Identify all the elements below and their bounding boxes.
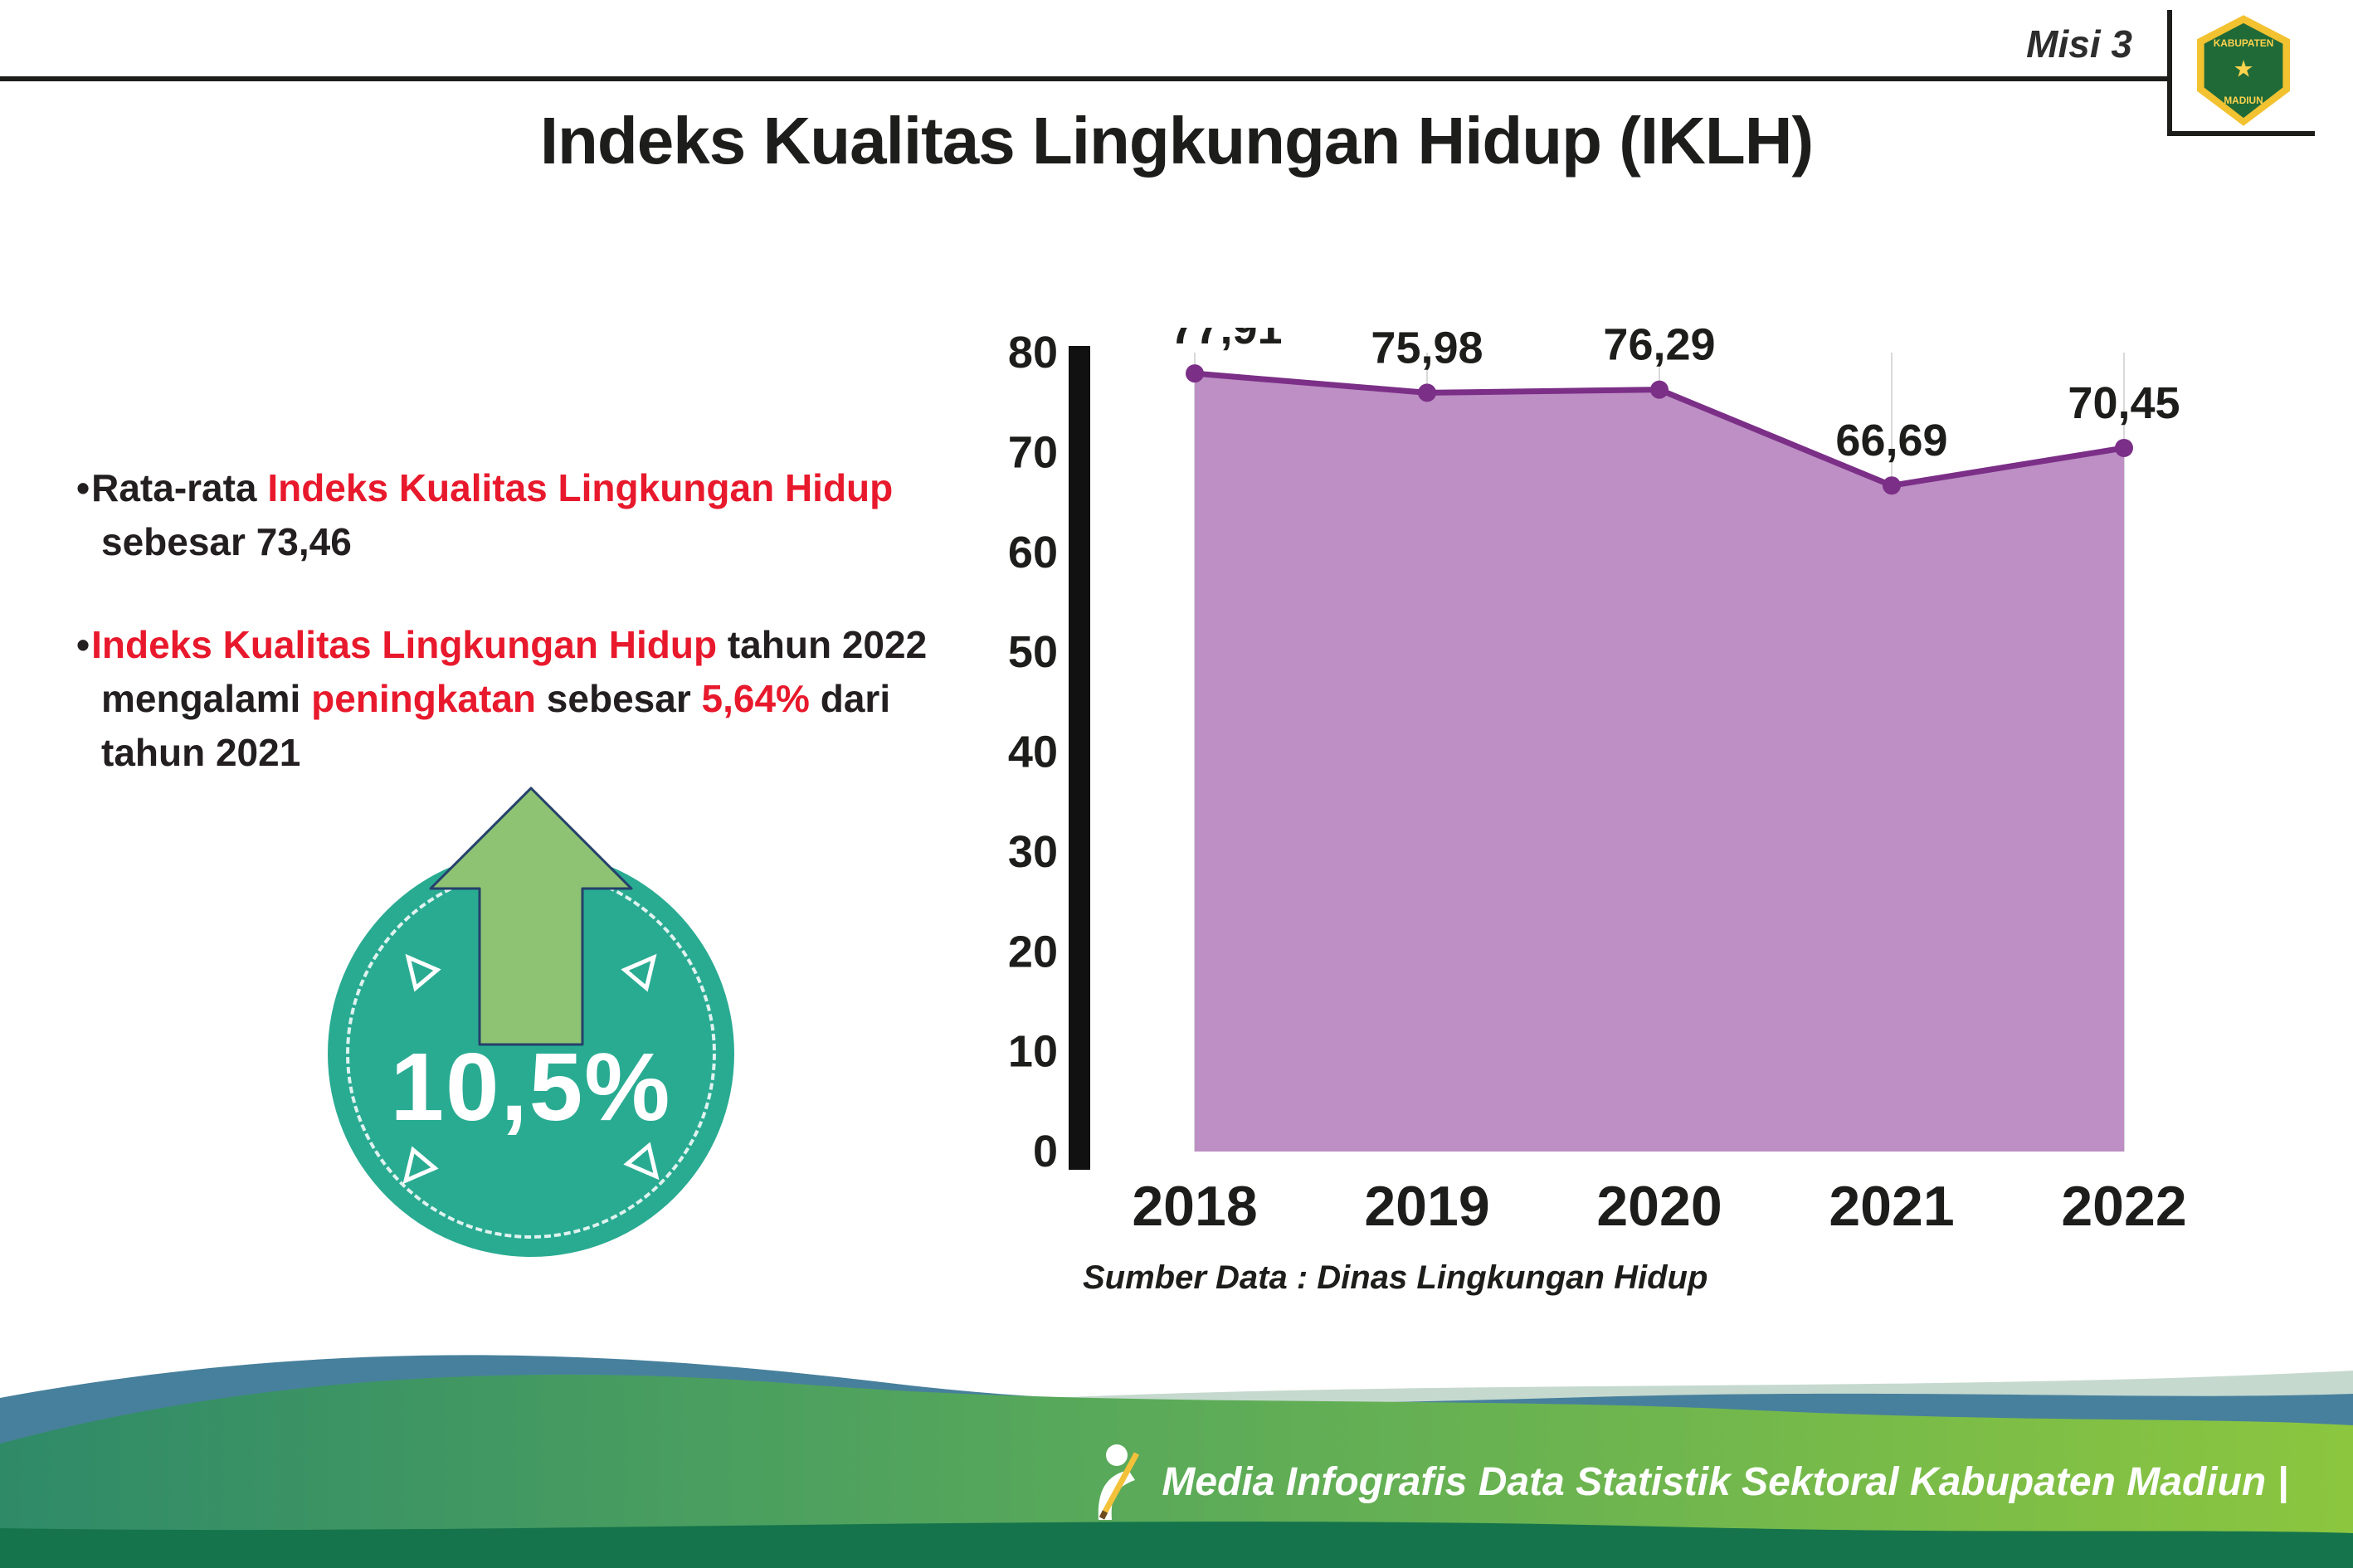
- chart-point: [1418, 383, 1436, 402]
- increase-percentage: 10,5%: [390, 1033, 672, 1141]
- bullet-text-segment: 5,64%: [701, 676, 810, 720]
- chart-point: [1650, 380, 1669, 399]
- chart-xtick-label: 2020: [1596, 1175, 1722, 1238]
- iklh-chart: 0 10 20 30 40 50 60 70 80 77,91 75,98 76,29 66,69 70,…: [1008, 328, 2187, 1238]
- bullet-text-segment: dari tahun 2021: [101, 676, 891, 775]
- chart-ytick-label: 50: [1008, 627, 1058, 677]
- badge-triangle-icon: [621, 953, 657, 992]
- chart-ytick-label: 10: [1008, 1027, 1058, 1077]
- mascot-head: [1106, 1444, 1128, 1466]
- footer-wave: [0, 1355, 2353, 1568]
- chart-point: [1883, 476, 1901, 495]
- bullet-item: •Rata-rata Indeks Kualitas Lingkungan Hi…: [76, 461, 952, 570]
- chart-y-axis: [1069, 346, 1090, 1170]
- bullet-text-segment: Indeks Kualitas Lingkungan Hidup: [91, 622, 718, 666]
- mascot-icon: [1099, 1444, 1140, 1520]
- misi-label: Misi 3: [2026, 22, 2132, 66]
- bullet-list: •Rata-rata Indeks Kualitas Lingkungan Hi…: [76, 461, 952, 829]
- mascot-pencil: [1103, 1452, 1140, 1513]
- chart-area: [1195, 373, 2124, 1152]
- footer-caption: Media Infografis Data Statistik Sektoral…: [1085, 1442, 2288, 1522]
- chart-ytick-label: 60: [1008, 528, 1058, 577]
- chart-ytick-label: 30: [1008, 827, 1058, 877]
- chart-value-label: 76,29: [1603, 328, 1715, 370]
- chart-ytick-label: 70: [1008, 427, 1058, 477]
- chart-xtick-label: 2022: [2061, 1175, 2186, 1238]
- footer-wave-green: [0, 1374, 2353, 1568]
- logo-frame: KABUPATEN ★ MADIUN: [2167, 10, 2315, 136]
- logo-bottom-text: MADIUN: [2224, 95, 2263, 106]
- bullet-marker: •: [76, 466, 90, 509]
- chart-point: [2115, 438, 2133, 457]
- chart-value-label: 75,98: [1371, 328, 1483, 373]
- chart-ytick-label: 0: [1033, 1127, 1058, 1176]
- chart-xtick-label: 2018: [1132, 1175, 1257, 1238]
- chart-ytick-label: 80: [1008, 328, 1058, 377]
- bullet-item: •Indeks Kualitas Lingkungan Hidup tahun …: [76, 618, 952, 781]
- logo-top-text: KABUPATEN: [2214, 37, 2274, 49]
- badge-triangle-icon: [623, 1142, 660, 1181]
- chart-ytick-label: 20: [1008, 927, 1058, 976]
- badge-triangle-icon: [402, 1146, 439, 1185]
- badge-triangle-icon: [405, 953, 441, 992]
- chart-value-label: 77,91: [1170, 328, 1282, 353]
- bullet-text-segment: peningkatan: [311, 676, 537, 720]
- bullet-text-segment: tahun 2022 mengalami: [101, 622, 928, 720]
- up-arrow-icon: [429, 786, 633, 1046]
- page-title: Indeks Kualitas Lingkungan Hidup (IKLH): [539, 104, 1814, 178]
- logo-star-icon: ★: [2233, 56, 2253, 82]
- bullet-marker: •: [76, 622, 90, 666]
- source-note: Sumber Data : Dinas Lingkungan Hidup: [1083, 1259, 1708, 1296]
- up-arrow-shape: [429, 786, 633, 1046]
- badge-triangle-decorations: [402, 953, 660, 1185]
- bullet-text-segment: sebesar 73,46: [101, 520, 352, 564]
- chart-xtick-label: 2021: [1829, 1175, 1954, 1238]
- header-rule: [0, 76, 2167, 81]
- chart-ytick-label: 40: [1008, 728, 1058, 777]
- chart-xtick-label: 2019: [1364, 1175, 1489, 1238]
- logo-shield-inner: [2204, 22, 2283, 119]
- chart-point: [1186, 364, 1204, 383]
- mascot-pencil-tip: [1099, 1510, 1108, 1520]
- chart-value-label: 70,45: [2068, 378, 2180, 428]
- chart-value-label: 66,69: [1835, 416, 1947, 465]
- footer-caption-text: Media Infografis Data Statistik Sektoral…: [1162, 1459, 2288, 1504]
- bullet-text-segment: sebesar: [536, 676, 702, 720]
- bullet-text-segment: Indeks Kualitas Lingkungan Hidup: [267, 466, 894, 509]
- footer-wave-dark: [0, 1522, 2353, 1568]
- bullet-text-segment: Rata-rata: [91, 466, 268, 509]
- kabupaten-madiun-logo: KABUPATEN ★ MADIUN: [2197, 15, 2290, 126]
